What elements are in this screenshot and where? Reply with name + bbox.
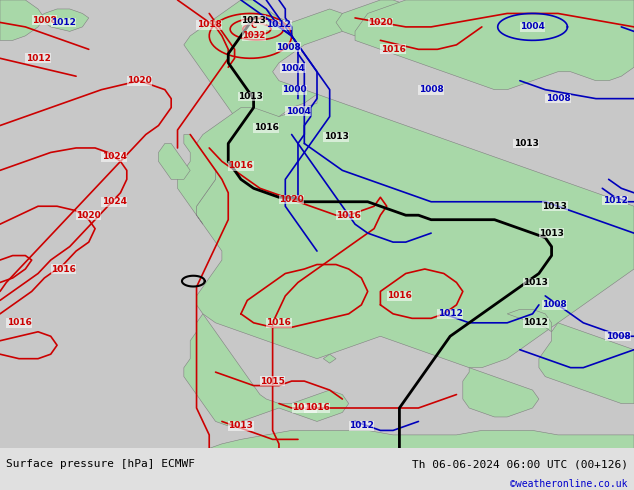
- Polygon shape: [323, 354, 336, 363]
- Text: 1008: 1008: [32, 16, 57, 24]
- Text: 1015: 1015: [260, 377, 285, 386]
- Text: C
1032: C 1032: [242, 21, 265, 40]
- Text: 1012: 1012: [602, 196, 628, 205]
- Polygon shape: [336, 0, 412, 40]
- Polygon shape: [38, 9, 89, 31]
- Text: 1013: 1013: [323, 132, 349, 141]
- Text: 1013: 1013: [542, 202, 567, 211]
- Text: 1012: 1012: [25, 54, 51, 63]
- Text: 1012: 1012: [349, 421, 374, 430]
- Text: 1004: 1004: [520, 23, 545, 31]
- Text: 1008: 1008: [542, 300, 567, 309]
- Text: 1008: 1008: [605, 332, 631, 341]
- Polygon shape: [158, 144, 190, 179]
- Text: 1000: 1000: [283, 85, 307, 94]
- Text: ©weatheronline.co.uk: ©weatheronline.co.uk: [510, 479, 628, 489]
- Text: 1016: 1016: [336, 211, 361, 220]
- Text: 1012: 1012: [523, 318, 548, 327]
- Text: 1016: 1016: [6, 318, 32, 327]
- Polygon shape: [463, 368, 539, 417]
- Polygon shape: [209, 0, 260, 58]
- Text: 1004: 1004: [285, 107, 311, 116]
- Text: 1024: 1024: [101, 197, 127, 206]
- Text: 1016: 1016: [254, 123, 279, 132]
- Text: 1018: 1018: [197, 20, 222, 29]
- Text: 1008: 1008: [418, 85, 444, 94]
- Text: 1016: 1016: [51, 265, 76, 273]
- Text: 1012: 1012: [266, 20, 292, 29]
- Text: 1016: 1016: [292, 403, 317, 413]
- Polygon shape: [355, 0, 634, 90]
- Text: 1016: 1016: [387, 292, 412, 300]
- Text: 1020: 1020: [127, 76, 152, 85]
- Text: 1016: 1016: [380, 45, 406, 54]
- Polygon shape: [178, 135, 216, 224]
- Text: 1008: 1008: [545, 94, 571, 103]
- Polygon shape: [184, 0, 349, 144]
- Polygon shape: [539, 323, 634, 404]
- Text: 1020: 1020: [76, 211, 101, 220]
- Polygon shape: [209, 430, 634, 448]
- Text: 1008: 1008: [276, 43, 301, 51]
- Text: 1012: 1012: [437, 309, 463, 318]
- Text: 1020: 1020: [368, 18, 393, 27]
- Text: 1016: 1016: [228, 161, 254, 171]
- Text: 1012: 1012: [51, 18, 76, 27]
- Polygon shape: [507, 309, 552, 332]
- Text: 1013: 1013: [514, 139, 539, 148]
- Text: 1016: 1016: [304, 403, 330, 413]
- Text: 1013: 1013: [539, 229, 564, 238]
- Text: 1013: 1013: [238, 92, 263, 101]
- Text: 1013: 1013: [228, 421, 254, 430]
- Text: 1013: 1013: [241, 16, 266, 24]
- Text: 1016: 1016: [266, 318, 292, 327]
- Text: Surface pressure [hPa] ECMWF: Surface pressure [hPa] ECMWF: [6, 459, 195, 469]
- Text: 1020: 1020: [279, 195, 304, 204]
- Text: 1004: 1004: [280, 64, 306, 73]
- Polygon shape: [197, 94, 634, 368]
- Text: 1013: 1013: [523, 278, 548, 287]
- Text: 1024: 1024: [101, 152, 127, 161]
- Polygon shape: [184, 314, 349, 426]
- Text: Th 06-06-2024 06:00 UTC (00+126): Th 06-06-2024 06:00 UTC (00+126): [411, 459, 628, 469]
- Polygon shape: [0, 0, 44, 40]
